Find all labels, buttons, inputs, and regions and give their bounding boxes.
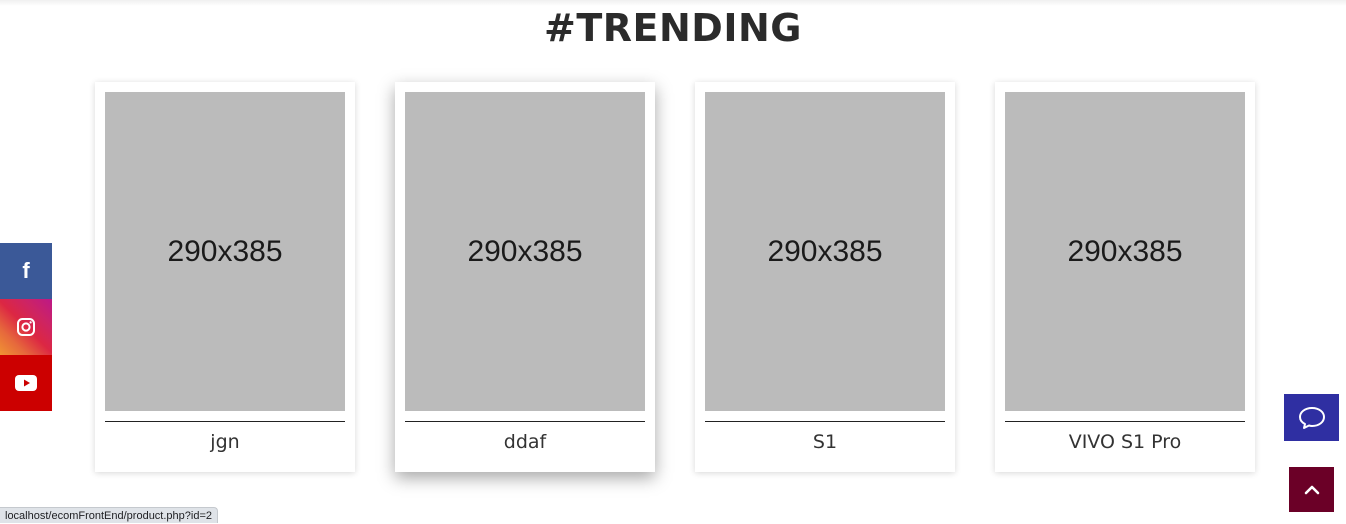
product-name[interactable]: ddaf xyxy=(503,431,547,453)
product-name[interactable]: S1 xyxy=(812,431,838,453)
product-card[interactable]: 290x385 S1 xyxy=(695,82,955,472)
instagram-icon xyxy=(17,318,35,336)
card-divider xyxy=(1005,421,1245,422)
product-name[interactable]: VIVO S1 Pro xyxy=(1068,431,1182,453)
scroll-to-top-button[interactable] xyxy=(1289,467,1334,512)
chat-button[interactable] xyxy=(1284,394,1339,441)
product-image-placeholder[interactable]: 290x385 xyxy=(705,92,945,411)
product-image-placeholder[interactable]: 290x385 xyxy=(405,92,645,411)
product-grid: 290x385 jgn 290x385 ddaf 290x385 S1 290x… xyxy=(95,82,1255,472)
product-name[interactable]: jgn xyxy=(210,431,240,453)
product-card[interactable]: 290x385 ddaf xyxy=(395,82,655,472)
header-shadow xyxy=(0,0,1346,6)
facebook-icon: f xyxy=(22,258,30,283)
card-divider xyxy=(105,421,345,422)
card-divider xyxy=(405,421,645,422)
product-card[interactable]: 290x385 VIVO S1 Pro xyxy=(995,82,1255,472)
social-sidebar: f xyxy=(0,243,52,411)
product-image-placeholder[interactable]: 290x385 xyxy=(105,92,345,411)
youtube-link[interactable] xyxy=(0,355,52,411)
product-card[interactable]: 290x385 jgn xyxy=(95,82,355,472)
chat-bubble-icon xyxy=(1298,406,1325,429)
youtube-icon xyxy=(15,375,37,391)
facebook-link[interactable]: f xyxy=(0,243,52,299)
product-image-placeholder[interactable]: 290x385 xyxy=(1005,92,1245,411)
section-title: #TRENDING xyxy=(544,6,802,50)
chevron-up-icon xyxy=(1304,485,1319,494)
browser-status-bar: localhost/ecomFrontEnd/product.php?id=2 xyxy=(0,507,218,523)
instagram-link[interactable] xyxy=(0,299,52,355)
card-divider xyxy=(705,421,945,422)
